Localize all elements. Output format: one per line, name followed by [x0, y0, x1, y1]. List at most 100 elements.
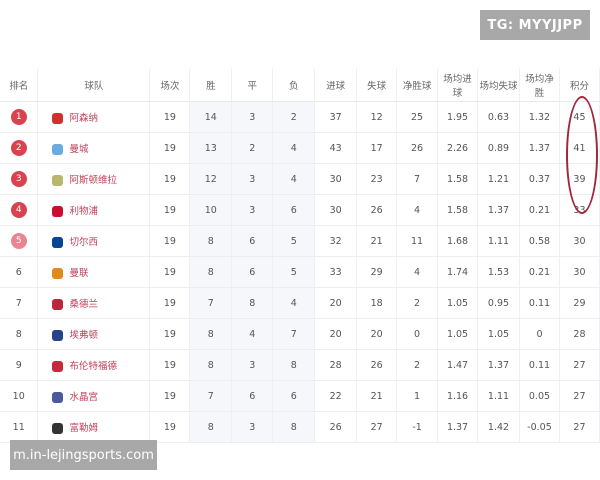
table-row[interactable]: 2 曼城 19 13 2 4 43 17 26 2.26 0.89 1.37 41 — [0, 132, 600, 164]
aga-cell: 1.37 — [477, 349, 520, 381]
gd-cell: 0 — [396, 318, 439, 350]
w-cell: 8 — [189, 256, 233, 288]
d-cell: 3 — [231, 163, 274, 195]
team-cell[interactable]: 曼城 — [37, 132, 151, 164]
team-cell[interactable]: 埃弗顿 — [37, 318, 151, 350]
l-cell: 6 — [272, 380, 316, 412]
l-cell: 4 — [272, 132, 316, 164]
rank-cell: 4 — [0, 194, 39, 226]
table-row[interactable]: 1 阿森纳 19 14 3 2 37 12 25 1.95 0.63 1.32 45 — [0, 101, 600, 133]
aga-cell: 1.53 — [477, 256, 520, 288]
rank-badge: 2 — [10, 140, 27, 156]
team-name[interactable]: 埃弗顿 — [69, 330, 98, 341]
table-row[interactable]: 4 利物浦 19 10 3 6 30 26 4 1.58 1.37 0.21 33 — [0, 194, 600, 226]
l-cell: 5 — [272, 256, 316, 288]
p-cell: 19 — [149, 318, 191, 350]
l-cell: 8 — [272, 411, 316, 443]
pts-cell: 27 — [559, 380, 600, 412]
d-cell: 8 — [231, 287, 274, 319]
table-row[interactable]: 3 阿斯顿维拉 19 12 3 4 30 23 7 1.58 1.21 0.37 39 — [0, 163, 600, 195]
aga-cell: 1.05 — [477, 318, 520, 350]
team-cell[interactable]: 布伦特福德 — [37, 349, 151, 381]
gd-cell: 4 — [396, 256, 439, 288]
column-header[interactable]: 场次 — [149, 68, 191, 102]
table-row[interactable]: 8 埃弗顿 19 8 4 7 20 20 0 1.05 1.05 0 28 — [0, 318, 600, 350]
p-cell: 19 — [149, 411, 191, 443]
w-cell: 13 — [189, 132, 233, 164]
standings-table: 排名 球队 场次胜平负进球 失球 净胜球 场均进球 场均失球 场均净胜 积分 1 阿森纳 19 14 3… — [0, 68, 600, 443]
table-row[interactable]: 5 切尔西 19 8 6 5 32 21 11 1.68 1.11 0.58 30 — [0, 225, 600, 257]
p-cell: 19 — [149, 163, 191, 195]
team-name[interactable]: 阿斯顿维拉 — [69, 175, 117, 186]
team-cell[interactable]: 阿森纳 — [37, 101, 151, 133]
column-header[interactable]: 场均净胜 — [519, 68, 560, 102]
w-cell: 10 — [189, 194, 233, 226]
agf-cell: 1.68 — [437, 225, 479, 257]
gf-cell: 20 — [314, 287, 358, 319]
table-row[interactable]: 10 水晶宫 19 7 6 6 22 21 1 1.16 1.11 0.05 27 — [0, 380, 600, 412]
column-header[interactable]: 失球 — [356, 68, 398, 102]
agf-cell: 1.74 — [437, 256, 479, 288]
column-header[interactable]: 净胜球 — [396, 68, 439, 102]
team-name[interactable]: 曼联 — [69, 268, 89, 279]
column-header[interactable]: 胜 — [189, 68, 233, 102]
column-header[interactable]: 进球 — [314, 68, 358, 102]
team-cell[interactable]: 富勒姆 — [37, 411, 151, 443]
column-header[interactable]: 平 — [231, 68, 274, 102]
ga-cell: 20 — [356, 318, 398, 350]
agd-cell: 0.05 — [519, 380, 560, 412]
team-name[interactable]: 利物浦 — [69, 206, 98, 217]
table-row[interactable]: 7 桑德兰 19 7 8 4 20 18 2 1.05 0.95 0.11 29 — [0, 287, 600, 319]
team-name[interactable]: 桑德兰 — [69, 299, 98, 310]
team-cell[interactable]: 利物浦 — [37, 194, 151, 226]
rank-value: 10 — [12, 390, 25, 402]
team-name[interactable]: 切尔西 — [69, 237, 98, 248]
p-cell: 19 — [149, 101, 191, 133]
team-name[interactable]: 阿森纳 — [69, 113, 98, 124]
column-header[interactable]: 排名 — [0, 68, 39, 102]
team-name[interactable]: 曼城 — [69, 144, 89, 155]
rank-cell: 1 — [0, 101, 39, 133]
d-cell: 6 — [231, 380, 274, 412]
column-header[interactable]: 场均进球 — [437, 68, 479, 102]
column-header[interactable]: 场均失球 — [477, 68, 520, 102]
team-name[interactable]: 布伦特福德 — [69, 361, 117, 372]
team-cell[interactable]: 水晶宫 — [37, 380, 151, 412]
rank-value: 6 — [15, 266, 22, 278]
rank-cell: 9 — [0, 349, 39, 381]
table-row[interactable]: 11 富勒姆 19 8 3 8 26 27 -1 1.37 1.42 -0.05 27 — [0, 411, 600, 443]
aga-cell: 0.95 — [477, 287, 520, 319]
column-header[interactable]: 负 — [272, 68, 316, 102]
rank-cell: 5 — [0, 225, 39, 257]
aga-cell: 1.42 — [477, 411, 520, 443]
gd-cell: -1 — [396, 411, 439, 443]
w-cell: 14 — [189, 101, 233, 133]
aga-cell: 1.11 — [477, 380, 520, 412]
ga-cell: 26 — [356, 194, 398, 226]
highlight-ellipse — [566, 96, 598, 214]
aga-cell: 1.11 — [477, 225, 520, 257]
aga-cell: 0.89 — [477, 132, 520, 164]
team-name[interactable]: 富勒姆 — [69, 423, 98, 434]
team-cell[interactable]: 切尔西 — [37, 225, 151, 257]
watermark-bottom: m.in-lejingsports.com — [10, 440, 157, 470]
team-cell[interactable]: 桑德兰 — [37, 287, 151, 319]
table-row[interactable]: 9 布伦特福德 19 8 3 8 28 26 2 1.47 1.37 0.11 27 — [0, 349, 600, 381]
ga-cell: 29 — [356, 256, 398, 288]
watermark-top: TG: MYYJJPP — [480, 10, 590, 40]
rank-value: 8 — [15, 328, 22, 340]
team-name[interactable]: 水晶宫 — [69, 392, 98, 403]
rank-value: 9 — [15, 359, 22, 371]
agd-cell: 1.32 — [519, 101, 560, 133]
gf-cell: 33 — [314, 256, 358, 288]
rank-cell: 2 — [0, 132, 39, 164]
team-cell[interactable]: 阿斯顿维拉 — [37, 163, 151, 195]
table-row[interactable]: 6 曼联 19 8 6 5 33 29 4 1.74 1.53 0.21 30 — [0, 256, 600, 288]
gf-cell: 22 — [314, 380, 358, 412]
ga-cell: 27 — [356, 411, 398, 443]
column-header[interactable]: 球队 — [37, 68, 151, 102]
header-row: 排名 球队 场次胜平负进球 失球 净胜球 场均进球 场均失球 场均净胜 积分 — [0, 68, 600, 102]
team-cell[interactable]: 曼联 — [37, 256, 151, 288]
crystal-palace-crest-icon — [52, 392, 64, 403]
w-cell: 7 — [189, 287, 233, 319]
